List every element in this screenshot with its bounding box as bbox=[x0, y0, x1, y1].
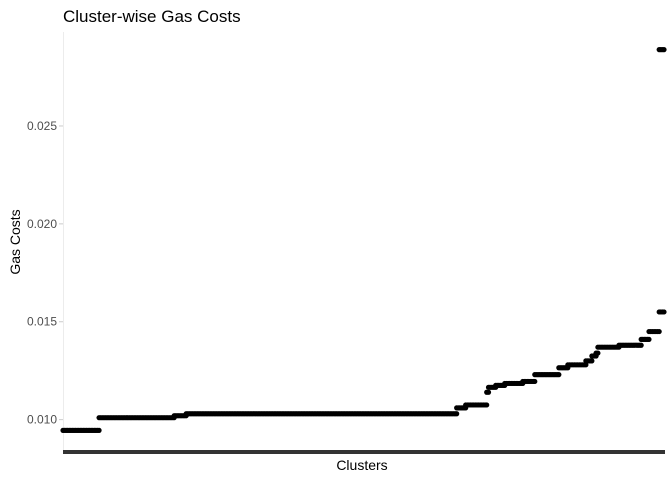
y-tick-label: 0.015 bbox=[27, 315, 57, 329]
y-axis-ticks: 0.010 0.015 0.020 0.025 bbox=[27, 119, 63, 427]
x-axis-title: Clusters bbox=[336, 457, 387, 473]
y-axis-title: Gas Costs bbox=[7, 209, 23, 274]
y-tick-label: 0.020 bbox=[27, 217, 57, 231]
data-point bbox=[661, 47, 667, 53]
data-point bbox=[661, 309, 667, 315]
chart-title: Cluster-wise Gas Costs bbox=[63, 7, 241, 26]
data-point bbox=[595, 350, 601, 356]
data-point bbox=[656, 328, 662, 335]
data-point bbox=[454, 411, 460, 417]
data-point bbox=[484, 402, 490, 408]
data-point bbox=[638, 342, 644, 348]
data-point bbox=[556, 372, 562, 378]
data-point bbox=[646, 336, 652, 342]
x-axis-line bbox=[63, 450, 665, 454]
data-points bbox=[60, 47, 667, 433]
data-point bbox=[532, 378, 538, 385]
data-point bbox=[485, 389, 492, 395]
data-point bbox=[589, 358, 595, 364]
y-tick-label: 0.025 bbox=[27, 119, 57, 133]
data-point bbox=[96, 427, 102, 433]
data-point bbox=[583, 362, 589, 368]
y-tick-label: 0.010 bbox=[27, 413, 57, 427]
